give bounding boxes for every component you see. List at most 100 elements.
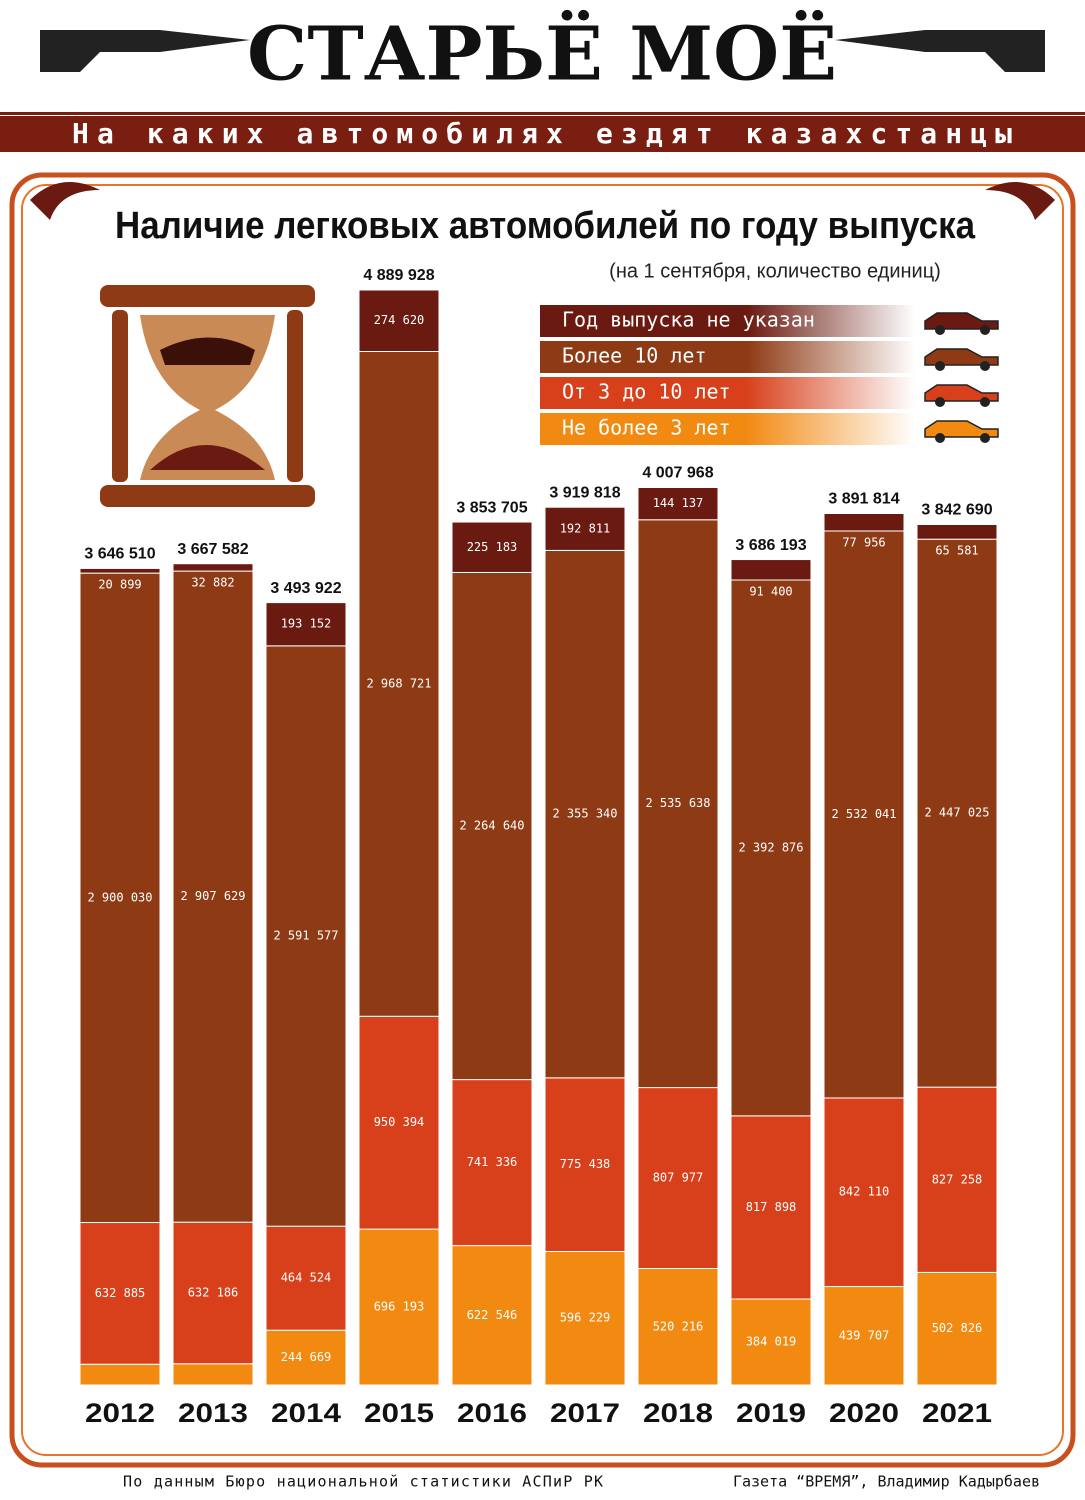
total-label: 3 667 582 — [177, 541, 248, 558]
value-label: 520 216 — [653, 1319, 704, 1333]
legend-car — [924, 348, 999, 366]
legend-swatch — [540, 377, 915, 409]
value-label: 244 669 — [281, 1350, 332, 1364]
value-label: 77 956 — [842, 535, 885, 549]
bar-segment — [79, 572, 161, 1224]
bar-segment — [544, 1250, 626, 1386]
frame-inner — [21, 184, 1064, 1456]
value-label: 950 394 — [374, 1115, 425, 1129]
legend-wheel — [980, 397, 990, 407]
legend-wheel — [935, 397, 945, 407]
bar-segment — [637, 519, 719, 1089]
legend-swatch — [540, 341, 915, 373]
value-label: 596 229 — [560, 1311, 611, 1325]
source: По данным Бюро национальной статистики А… — [123, 1473, 603, 1491]
bar-segment — [172, 1363, 254, 1386]
bar-segment — [730, 1298, 812, 1386]
legend-wheel — [935, 325, 945, 335]
hand-left — [40, 30, 250, 72]
legend-wheel — [935, 433, 945, 443]
x-tick-label: 2021 — [922, 1398, 992, 1428]
value-label: 817 898 — [746, 1200, 797, 1214]
legend-car — [924, 384, 999, 402]
legend-label: Более 10 лет — [562, 344, 707, 368]
bar-segment — [916, 524, 998, 540]
hand-right — [835, 30, 1045, 72]
value-label: 144 137 — [653, 496, 704, 510]
legend-label: Год выпуска не указан — [562, 308, 815, 332]
value-label: 632 885 — [95, 1286, 146, 1300]
x-tick-label: 2016 — [457, 1398, 527, 1428]
value-label: 464 524 — [281, 1271, 332, 1285]
title: СТАРЬЁ МОЁ — [247, 9, 837, 98]
bar-segment — [79, 567, 161, 574]
total-label: 3 853 705 — [456, 499, 527, 516]
bar-segment — [916, 538, 998, 1088]
x-tick-label: 2012 — [85, 1398, 155, 1428]
hourglass — [100, 285, 315, 507]
x-tick-label: 2019 — [736, 1398, 806, 1428]
total-label: 3 646 510 — [84, 546, 155, 563]
legend-wheel — [980, 433, 990, 443]
total-label: 3 493 922 — [270, 580, 341, 597]
value-label: 827 258 — [932, 1172, 983, 1186]
bar-segment — [730, 559, 812, 581]
x-tick-label: 2013 — [178, 1398, 248, 1428]
bar-segment — [637, 1087, 719, 1270]
value-label: 2 968 721 — [366, 676, 431, 690]
legend-swatch — [540, 413, 915, 445]
value-label: 2 535 638 — [645, 796, 710, 810]
bar-segment — [79, 1363, 161, 1386]
value-label: 193 152 — [281, 617, 332, 631]
total-label: 3 891 814 — [828, 491, 899, 508]
bar-segment — [637, 486, 719, 521]
value-label: 2 392 876 — [738, 840, 803, 854]
bar-segment — [823, 1286, 905, 1386]
value-label: 842 110 — [839, 1185, 890, 1199]
value-label: 20 899 — [98, 578, 141, 592]
x-tick-label: 2018 — [643, 1398, 713, 1428]
value-label: 502 826 — [932, 1321, 983, 1335]
x-tick-label: 2020 — [829, 1398, 899, 1428]
bar-segment — [265, 645, 347, 1227]
legend-label: Не более 3 лет — [562, 416, 731, 440]
bar-segment — [637, 1268, 719, 1386]
bar-segment — [544, 549, 626, 1079]
value-label: 2 264 640 — [459, 819, 524, 833]
value-label: 622 546 — [467, 1308, 518, 1322]
frame — [9, 172, 1076, 1468]
value-label: 632 186 — [188, 1285, 239, 1299]
subtitle-rule — [0, 112, 1085, 115]
x-tick-label: 2017 — [550, 1398, 620, 1428]
value-label: 439 707 — [839, 1328, 890, 1342]
value-label: 192 811 — [560, 521, 611, 535]
bar-segment — [265, 602, 347, 647]
value-label: 32 882 — [191, 576, 234, 590]
legend-wheel — [980, 361, 990, 371]
bar-segment — [172, 563, 254, 572]
bar-segment — [544, 1077, 626, 1252]
value-label: 65 581 — [935, 544, 978, 558]
bar-segment — [451, 1245, 533, 1386]
bar-segment — [451, 521, 533, 573]
total-label: 4 889 928 — [363, 267, 434, 284]
legend-car — [924, 312, 999, 330]
legend-swatch — [540, 305, 915, 337]
legend-label: От 3 до 10 лет — [562, 380, 731, 404]
x-tick-label: 2014 — [271, 1398, 341, 1428]
bar-segment — [916, 1271, 998, 1386]
bar-segment — [451, 571, 533, 1081]
credit: Газета “ВРЕМЯ”, Владимир Кадырбаев — [733, 1473, 1040, 1491]
bar-segment — [730, 579, 812, 1117]
bar-segment — [823, 530, 905, 1099]
value-label: 274 620 — [374, 313, 425, 327]
value-label: 696 193 — [374, 1300, 425, 1314]
value-label: 2 532 041 — [831, 807, 896, 821]
bar-segment — [823, 513, 905, 532]
total-label: 3 842 690 — [921, 502, 992, 519]
legend-car — [924, 420, 999, 438]
value-label: 807 977 — [653, 1171, 704, 1185]
bar-segment — [79, 1222, 161, 1365]
